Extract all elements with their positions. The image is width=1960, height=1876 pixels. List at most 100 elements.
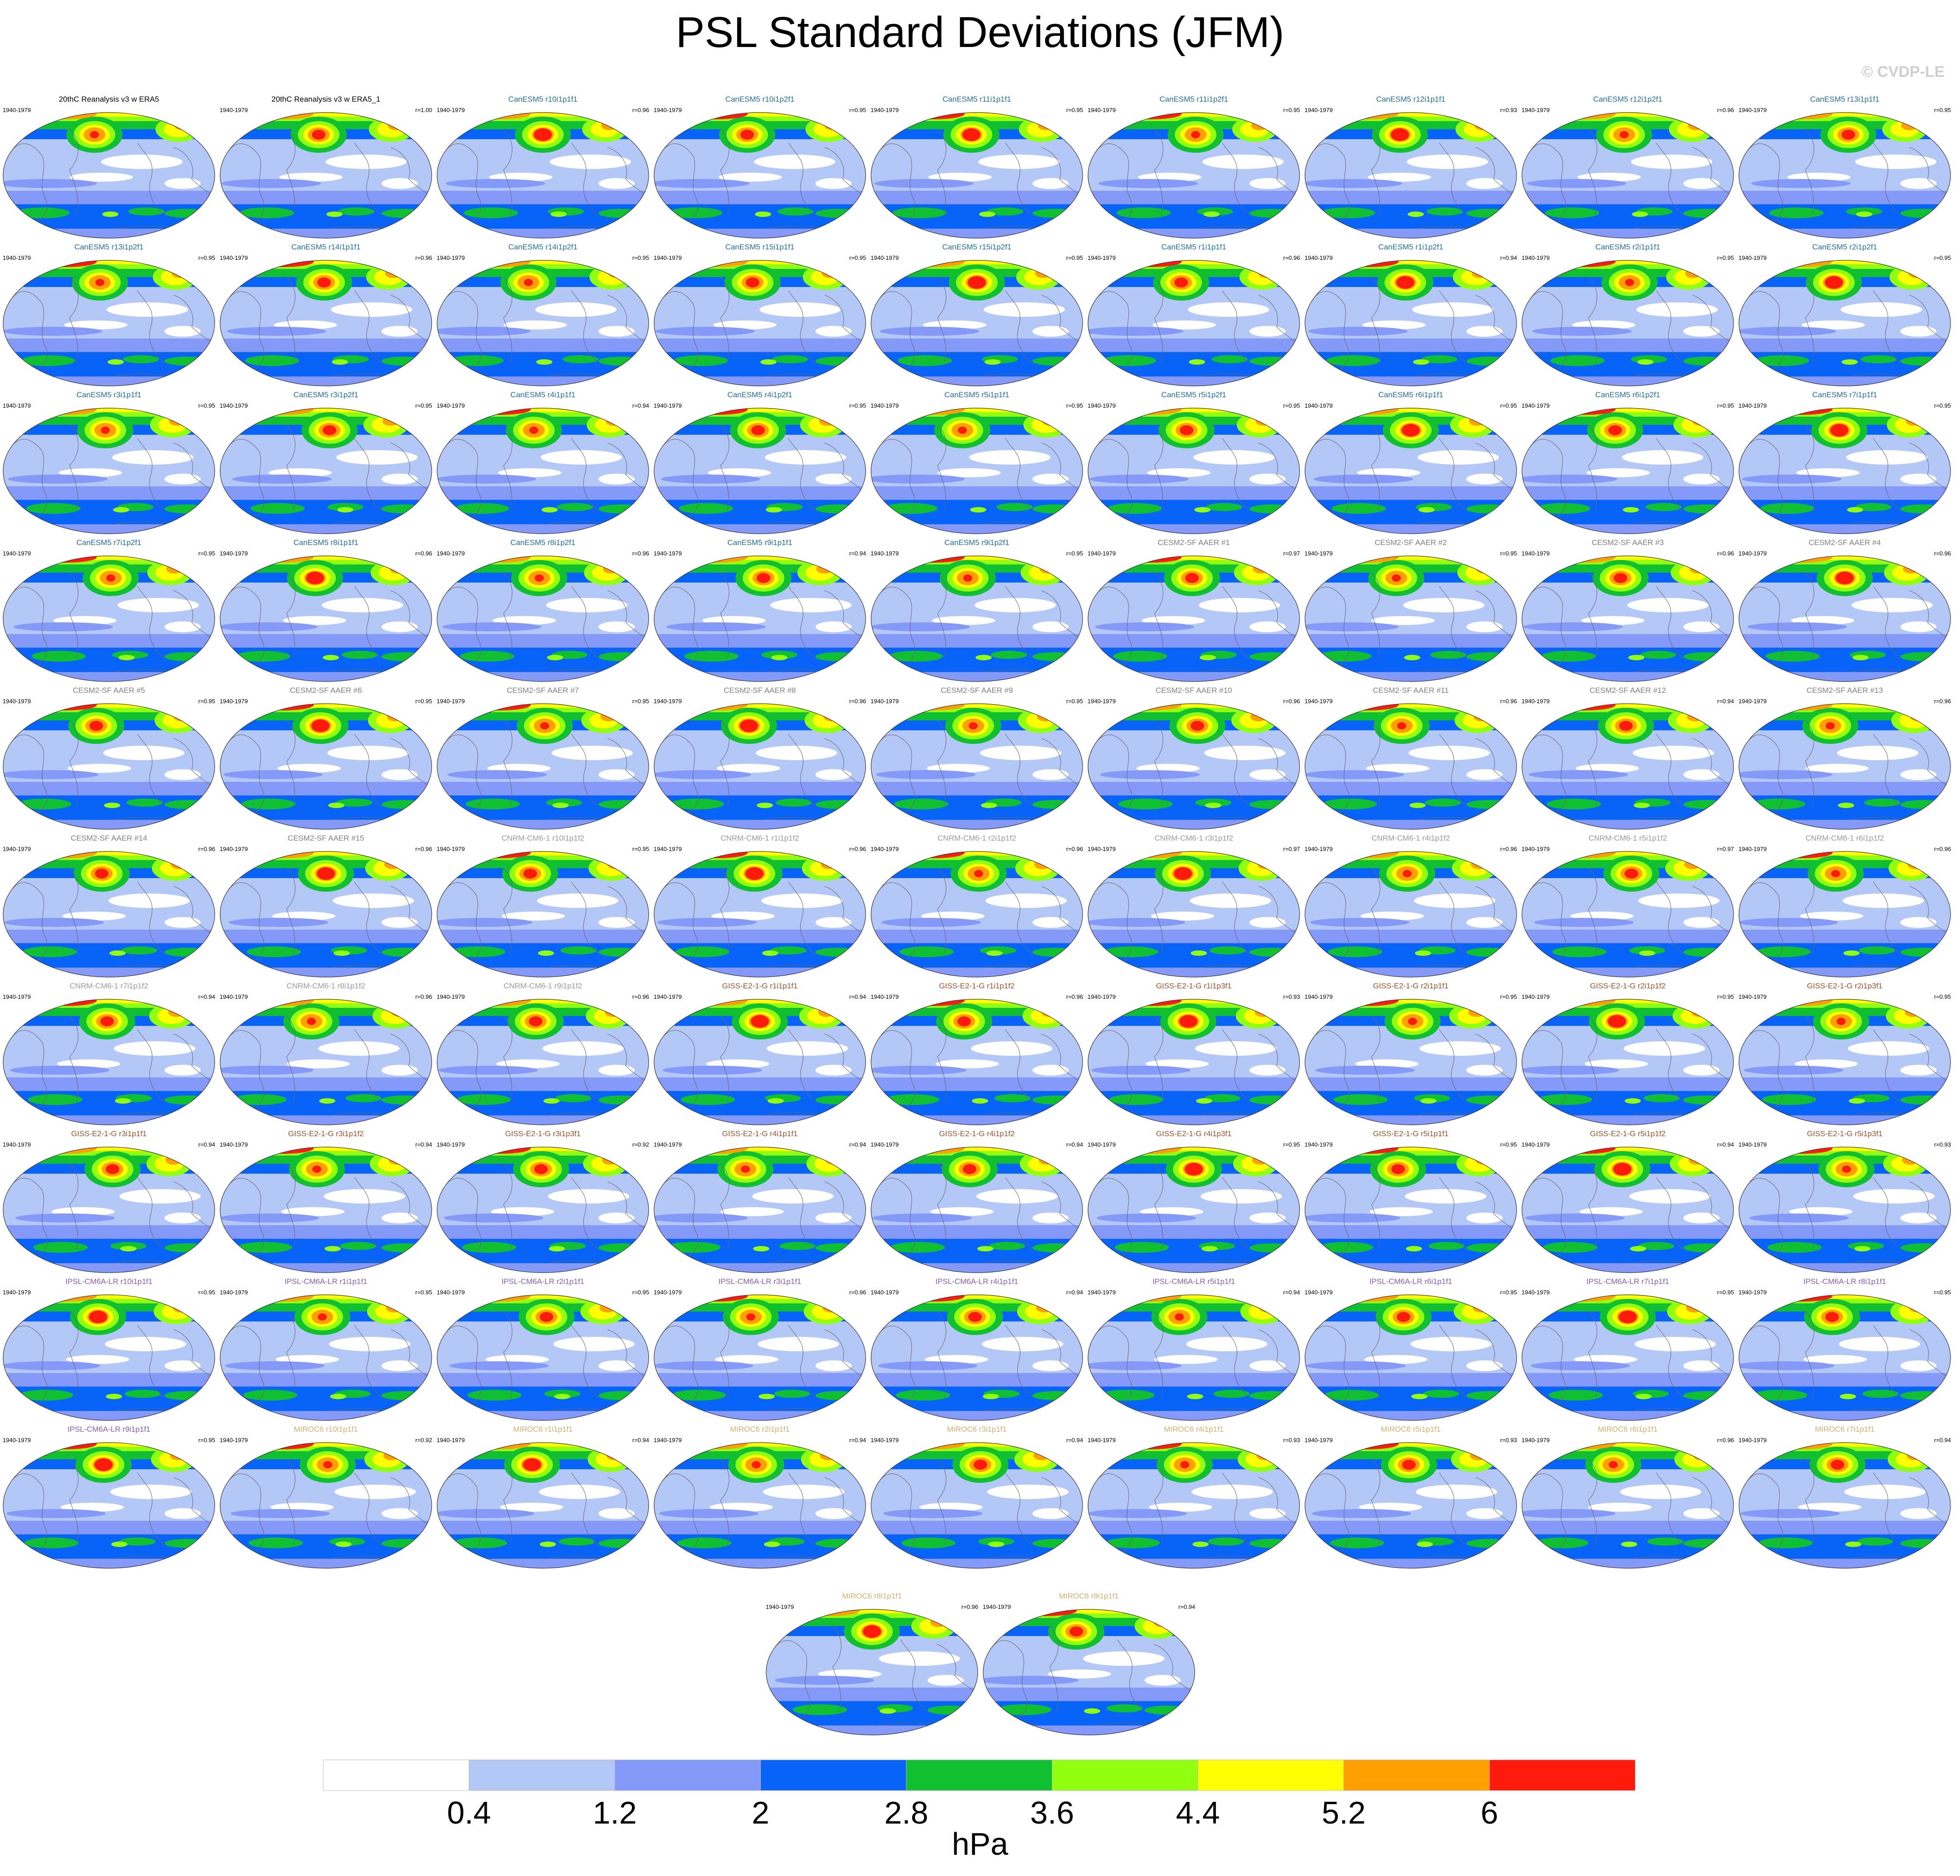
psl-stddev-map — [437, 1294, 649, 1421]
panel-title: CESM2-SF AAER #7 — [507, 686, 579, 695]
map-panel: GISS-E2-1-G r1i1p3f1 1940-1979 r=0.93 — [1087, 982, 1301, 1126]
panel-pattern-correlation: r=0.95 — [1066, 550, 1083, 557]
panel-pattern-correlation: r=0.95 — [1283, 1141, 1300, 1148]
panel-title: CanESM5 r3i1p1f1 — [76, 390, 141, 399]
map-panel: IPSL-CM6A-LR r6i1p1f1 1940-1979 r=0.95 — [1304, 1277, 1518, 1422]
map-panel: CESM2-SF AAER #13 1940-1979 r=0.96 — [1738, 686, 1952, 831]
psl-stddev-map — [1305, 408, 1517, 534]
panel-period: 1940-1979 — [437, 402, 465, 409]
panel-pattern-correlation: r=0.96 — [849, 1289, 866, 1296]
psl-stddev-map — [1522, 260, 1734, 386]
panel-title: GISS-E2-1-G r5i1p3f1 — [1807, 1129, 1883, 1138]
panel-period: 1940-1979 — [654, 846, 682, 852]
psl-stddev-map — [1739, 408, 1951, 534]
panel-period: 1940-1979 — [3, 550, 31, 557]
psl-stddev-map — [871, 1442, 1083, 1569]
panel-pattern-correlation: r=0.93 — [1934, 1141, 1951, 1148]
panel-title: CanESM5 r7i1p1f1 — [1812, 390, 1877, 399]
panel-pattern-correlation: r=0.94 — [849, 1437, 866, 1443]
panel-pattern-correlation: r=0.95 — [1283, 107, 1300, 113]
panel-pattern-correlation: r=0.94 — [1178, 1603, 1195, 1610]
panel-period: 1940-1979 — [437, 107, 465, 113]
panel-pattern-correlation: r=0.95 — [198, 254, 215, 261]
panel-period: 1940-1979 — [1088, 550, 1116, 557]
panel-title: CESM2-SF AAER #15 — [287, 834, 364, 842]
panel-title: GISS-E2-1-G r5i1p1f2 — [1590, 1129, 1666, 1138]
psl-stddev-map — [437, 408, 649, 534]
panel-period: 1940-1979 — [437, 550, 465, 557]
panel-period: 1940-1979 — [1305, 1437, 1333, 1443]
psl-stddev-map — [437, 112, 649, 239]
panel-title: CanESM5 r10i1p1f1 — [508, 95, 578, 103]
panel-title: GISS-E2-1-G r5i1p1f1 — [1373, 1129, 1449, 1138]
map-panel: CanESM5 r4i1p1f1 1940-1979 r=0.94 — [436, 390, 650, 535]
panel-pattern-correlation: r=0.96 — [1500, 698, 1517, 705]
map-panel: CNRM-CM6-1 r6i1p1f2 1940-1979 r=0.96 — [1738, 834, 1952, 978]
psl-stddev-map — [1088, 1442, 1300, 1569]
psl-stddev-map — [1088, 260, 1300, 386]
panel-title: CanESM5 r11i1p1f1 — [942, 95, 1011, 103]
map-panel: CanESM5 r9i1p2f1 1940-1979 r=0.95 — [870, 538, 1084, 683]
map-panel: 20thC Reanalysis v3 w ERA5_1 1940-1979 r=1… — [219, 95, 433, 240]
psl-stddev-map — [1088, 1294, 1300, 1421]
psl-stddev-map — [1739, 999, 1951, 1125]
map-panel: GISS-E2-1-G r4i1p1f1 1940-1979 r=0.94 — [653, 1129, 867, 1274]
panel-title: GISS-E2-1-G r3i1p3f1 — [505, 1129, 581, 1138]
psl-stddev-map — [1522, 999, 1734, 1125]
panel-pattern-correlation: r=0.96 — [1934, 550, 1951, 557]
psl-stddev-map — [3, 1147, 215, 1273]
panel-pattern-correlation: r=0.95 — [415, 402, 432, 409]
panel-period: 1940-1979 — [437, 993, 465, 1000]
map-panel: GISS-E2-1-G r3i1p3f1 1940-1979 r=0.92 — [436, 1129, 650, 1274]
panel-pattern-correlation: r=0.95 — [415, 698, 432, 705]
panel-period: 1940-1979 — [1739, 1289, 1767, 1296]
map-panel: CNRM-CM6-1 r10i1p1f2 1940-1979 r=0.95 — [436, 834, 650, 978]
panel-title: CESM2-SF AAER #11 — [1373, 686, 1449, 695]
psl-stddev-map — [1088, 703, 1300, 830]
panel-pattern-correlation: r=0.95 — [415, 1289, 432, 1296]
panel-title: CanESM5 r13i1p2f1 — [74, 243, 144, 251]
psl-stddev-map — [1088, 851, 1300, 978]
panel-period: 1940-1979 — [3, 254, 31, 261]
psl-stddev-map — [1305, 851, 1517, 978]
panel-title: GISS-E2-1-G r2i1p1f2 — [1590, 982, 1666, 990]
panel-title: CanESM5 r7i1p2f1 — [76, 538, 141, 547]
psl-stddev-map — [220, 851, 432, 978]
panel-title: CESM2-SF AAER #4 — [1809, 538, 1881, 547]
panel-period: 1940-1979 — [871, 1437, 899, 1443]
panel-title: IPSL-CM6A-LR r10i1p1f1 — [65, 1277, 153, 1286]
panel-title: CESM2-SF AAER #9 — [941, 686, 1013, 695]
map-panel: CNRM-CM6-1 r9i1p1f2 1940-1979 r=0.96 — [436, 982, 650, 1126]
panel-title: CanESM5 r12i1p1f1 — [1376, 95, 1446, 103]
panel-pattern-correlation: r=0.95 — [1066, 254, 1083, 261]
psl-stddev-map — [1739, 112, 1951, 239]
panel-period: 1940-1979 — [1522, 993, 1550, 1000]
map-panel: IPSL-CM6A-LR r4i1p1f1 1940-1979 r=0.94 — [870, 1277, 1084, 1422]
panel-pattern-correlation: r=0.95 — [1717, 993, 1734, 1000]
panel-period: 1940-1979 — [437, 698, 465, 705]
panel-period: 1940-1979 — [220, 254, 248, 261]
panel-period: 1940-1979 — [1305, 107, 1333, 113]
map-panel: CNRM-CM6-1 r8i1p1f2 1940-1979 r=0.96 — [219, 982, 433, 1126]
panel-period: 1940-1979 — [1522, 1141, 1550, 1148]
psl-stddev-map — [1739, 851, 1951, 978]
panel-title: CanESM5 r10i1p2f1 — [725, 95, 795, 103]
map-panel: CanESM5 r6i1p2f1 1940-1979 r=0.95 — [1521, 390, 1735, 535]
panel-title: CNRM-CM6-1 r2i1p1f2 — [938, 834, 1016, 842]
panel-pattern-correlation: r=0.96 — [849, 846, 866, 852]
panel-title: GISS-E2-1-G r1i1p1f1 — [722, 982, 798, 990]
panel-period: 1940-1979 — [437, 1437, 465, 1443]
panel-title: CESM2-SF AAER #12 — [1589, 686, 1666, 695]
panel-pattern-correlation: r=0.94 — [1066, 1289, 1083, 1296]
panel-pattern-correlation: r=0.95 — [1500, 1289, 1517, 1296]
panel-pattern-correlation: r=0.95 — [1066, 698, 1083, 705]
panel-pattern-correlation: r=0.96 — [415, 550, 432, 557]
panel-pattern-correlation: r=0.94 — [849, 550, 866, 557]
psl-stddev-map — [654, 1442, 866, 1569]
panel-title: CanESM5 r6i1p1f1 — [1378, 390, 1443, 399]
panel-pattern-correlation: r=0.94 — [1066, 1141, 1083, 1148]
psl-stddev-map — [654, 1147, 866, 1273]
panel-period: 1940-1979 — [437, 846, 465, 852]
panel-period: 1940-1979 — [654, 1141, 682, 1148]
panel-title: IPSL-CM6A-LR r2i1p1f1 — [501, 1277, 584, 1286]
